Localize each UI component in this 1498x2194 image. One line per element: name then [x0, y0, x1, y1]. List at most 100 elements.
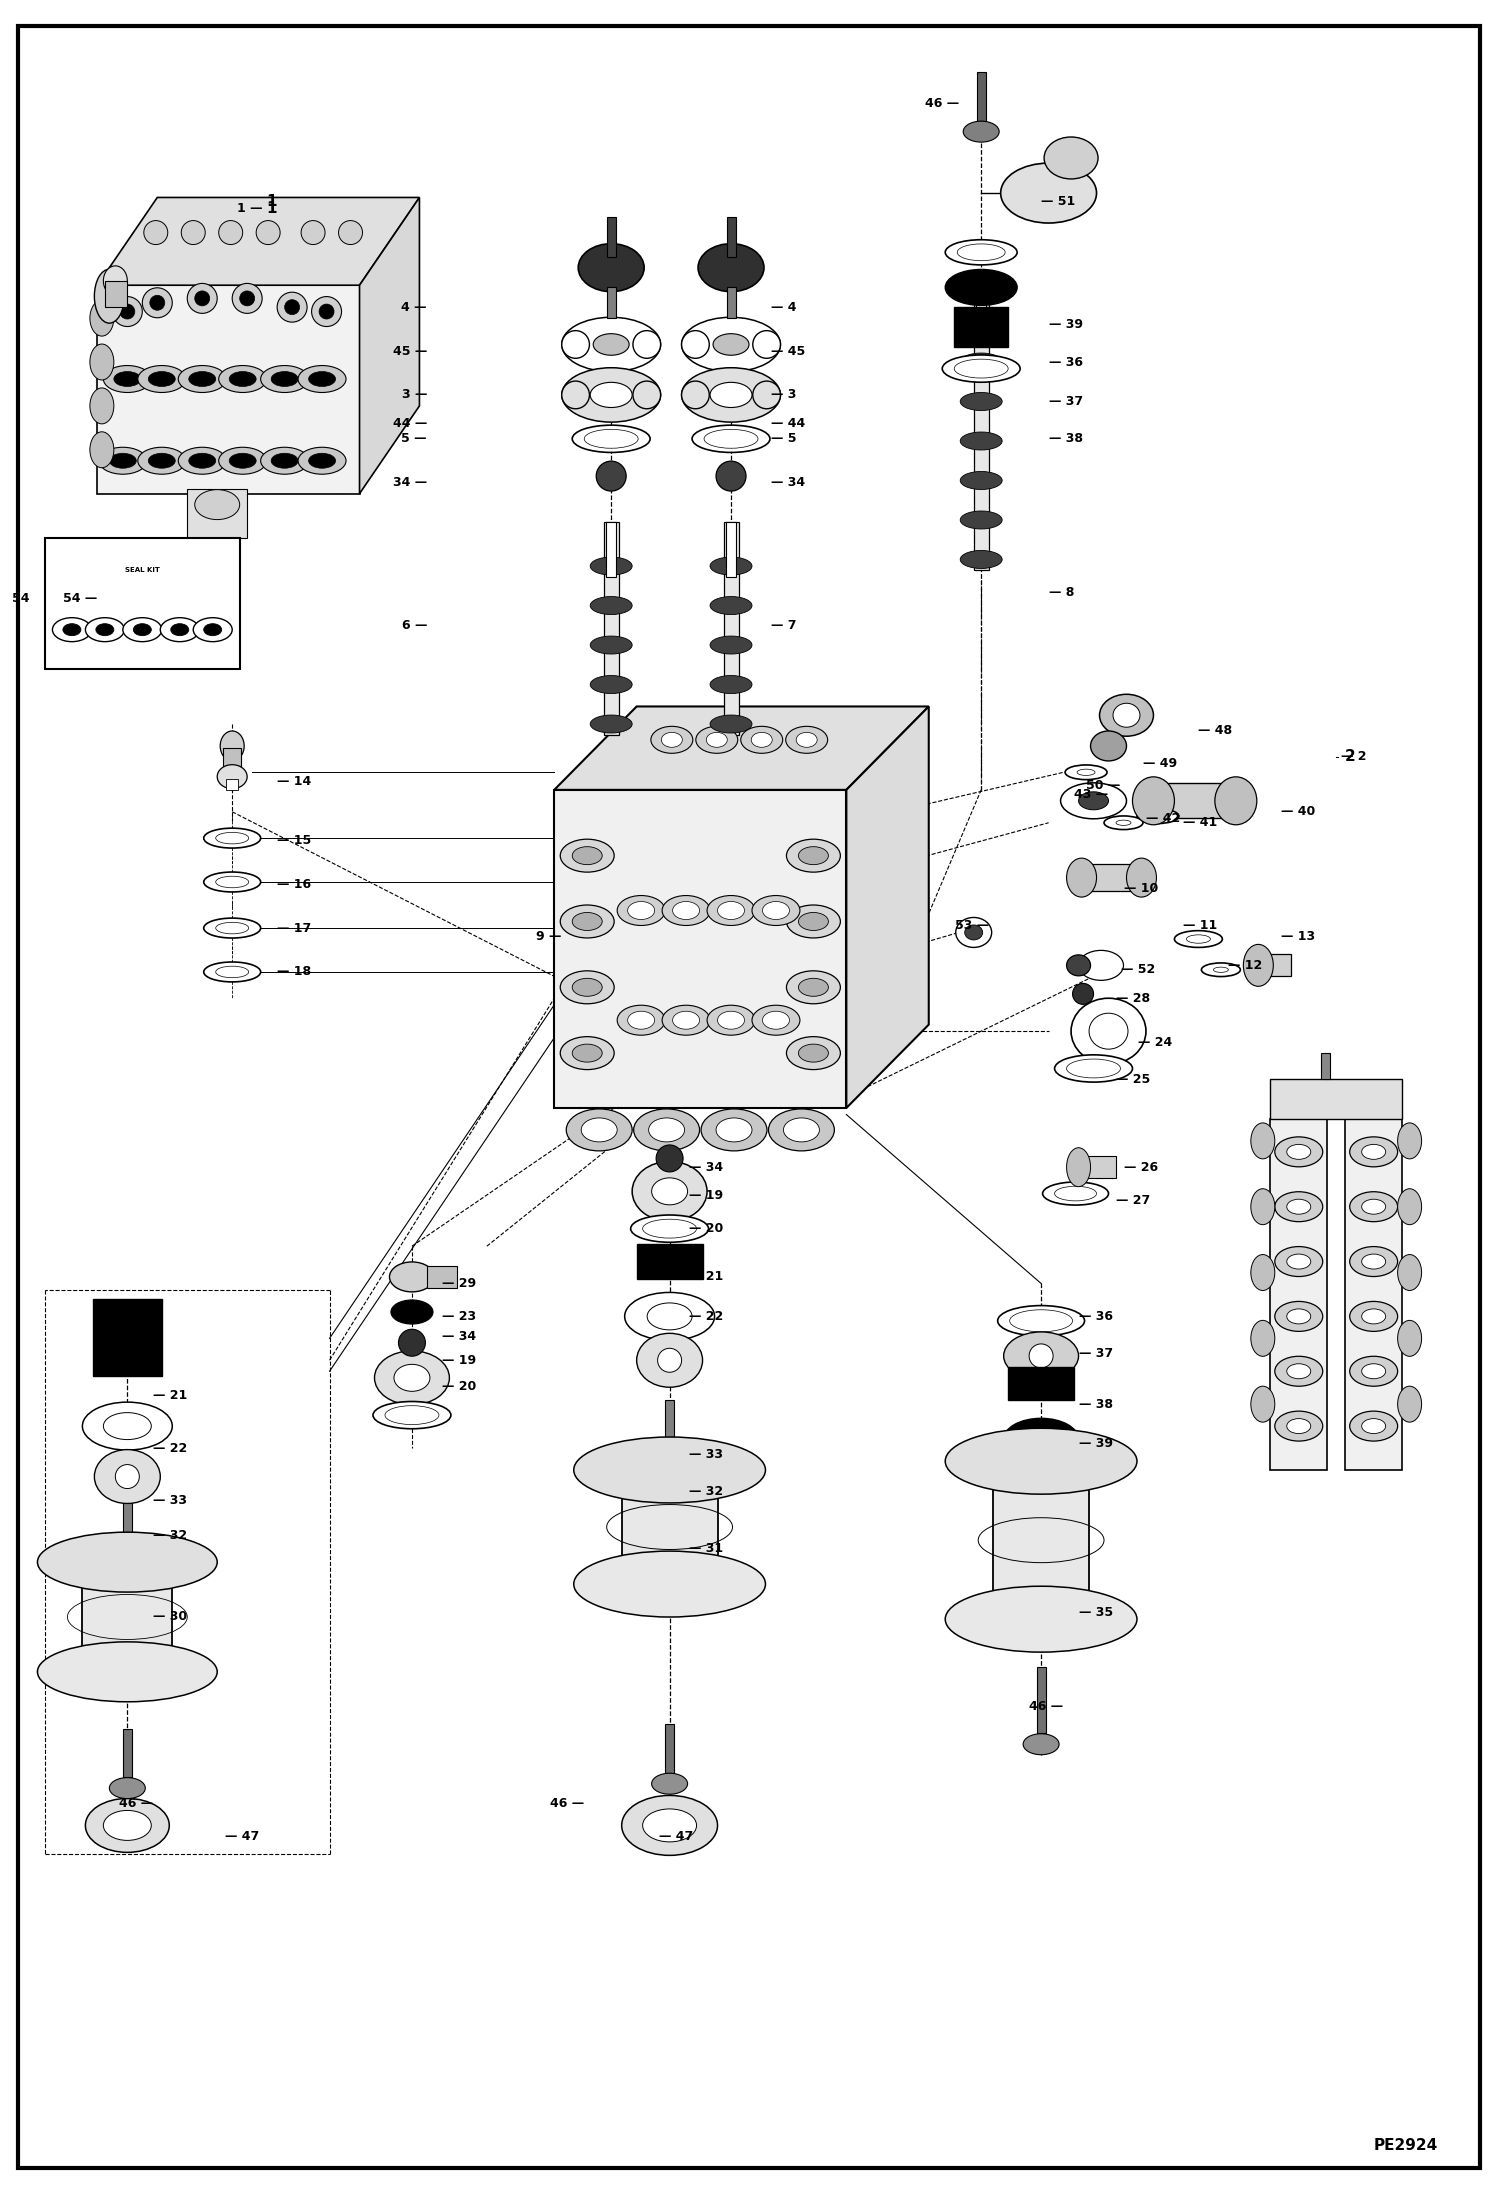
Text: — 38: — 38 — [1079, 1398, 1113, 1411]
Ellipse shape — [1213, 968, 1228, 972]
Ellipse shape — [786, 904, 840, 939]
Text: — 51: — 51 — [1041, 195, 1076, 208]
Ellipse shape — [762, 902, 789, 919]
Ellipse shape — [1137, 810, 1179, 823]
Polygon shape — [846, 706, 929, 1108]
Text: — 4: — 4 — [771, 301, 797, 314]
Ellipse shape — [572, 1044, 602, 1062]
Bar — [427, 1266, 457, 1288]
Ellipse shape — [219, 448, 267, 474]
Text: — 35: — 35 — [1079, 1606, 1113, 1619]
Ellipse shape — [617, 895, 665, 926]
Ellipse shape — [374, 1352, 449, 1404]
Ellipse shape — [398, 1330, 425, 1356]
Ellipse shape — [204, 917, 261, 939]
Ellipse shape — [219, 366, 267, 393]
Ellipse shape — [574, 1437, 765, 1503]
Ellipse shape — [285, 301, 300, 314]
Ellipse shape — [142, 287, 172, 318]
Text: — 21: — 21 — [689, 1270, 724, 1283]
Text: SEAL KIT: SEAL KIT — [124, 568, 160, 573]
Bar — [187, 489, 247, 538]
Text: PE2924: PE2924 — [1374, 2139, 1438, 2152]
Text: — 3: — 3 — [771, 388, 797, 402]
Text: — 20: — 20 — [689, 1222, 724, 1235]
Text: — 22: — 22 — [689, 1310, 724, 1323]
Text: — 41: — 41 — [1183, 816, 1218, 829]
Bar — [665, 1400, 674, 1452]
Ellipse shape — [138, 366, 186, 393]
Text: — 42: — 42 — [1146, 812, 1180, 825]
Text: — 33: — 33 — [689, 1448, 724, 1461]
Text: 46 —: 46 — — [1029, 1700, 1064, 1714]
Text: — 32: — 32 — [153, 1529, 187, 1542]
Ellipse shape — [1362, 1420, 1386, 1433]
Ellipse shape — [1067, 1060, 1121, 1077]
Text: — 49: — 49 — [1143, 757, 1177, 770]
Ellipse shape — [1126, 858, 1156, 897]
Text: — 34: — 34 — [442, 1330, 476, 1343]
Ellipse shape — [1215, 777, 1257, 825]
Text: — 38: — 38 — [1049, 432, 1083, 445]
Ellipse shape — [1001, 162, 1097, 224]
Ellipse shape — [373, 1402, 451, 1428]
Text: — 25: — 25 — [1116, 1073, 1150, 1086]
Ellipse shape — [216, 875, 249, 889]
Text: — 19: — 19 — [689, 1189, 724, 1202]
Ellipse shape — [229, 454, 256, 467]
Ellipse shape — [713, 333, 749, 355]
Ellipse shape — [716, 1119, 752, 1141]
Ellipse shape — [109, 1777, 145, 1799]
Ellipse shape — [1116, 821, 1131, 825]
Text: — 7: — 7 — [771, 619, 797, 632]
Bar — [605, 522, 616, 577]
Ellipse shape — [204, 623, 222, 636]
Ellipse shape — [632, 1161, 707, 1222]
Bar — [622, 1470, 718, 1584]
Bar — [123, 1729, 132, 1777]
Ellipse shape — [189, 371, 216, 386]
Ellipse shape — [1149, 814, 1167, 818]
Text: 4 —: 4 — — [401, 301, 427, 314]
Ellipse shape — [716, 461, 746, 491]
Text: — 31: — 31 — [689, 1542, 724, 1556]
Text: 54 —: 54 — — [63, 592, 97, 606]
Ellipse shape — [596, 461, 626, 491]
Ellipse shape — [634, 331, 661, 358]
Ellipse shape — [593, 333, 629, 355]
Text: — 28: — 28 — [1116, 992, 1150, 1005]
Text: — 23: — 23 — [442, 1310, 476, 1323]
Ellipse shape — [1004, 1417, 1079, 1461]
Ellipse shape — [99, 448, 147, 474]
Text: — 47: — 47 — [659, 1830, 694, 1843]
Bar — [82, 1562, 172, 1672]
Ellipse shape — [261, 366, 309, 393]
Text: — 34: — 34 — [771, 476, 806, 489]
Text: — 47: — 47 — [225, 1830, 259, 1843]
Ellipse shape — [1174, 930, 1222, 948]
Ellipse shape — [752, 895, 800, 926]
Text: 43 —: 43 — — [1074, 788, 1109, 801]
Ellipse shape — [1251, 1255, 1275, 1290]
Ellipse shape — [578, 244, 644, 292]
Ellipse shape — [650, 726, 692, 753]
Polygon shape — [554, 790, 846, 1108]
Ellipse shape — [945, 1428, 1137, 1494]
Ellipse shape — [1071, 998, 1146, 1064]
Ellipse shape — [1251, 1189, 1275, 1224]
Ellipse shape — [960, 393, 1002, 410]
Ellipse shape — [1132, 777, 1174, 825]
Ellipse shape — [114, 371, 141, 386]
Ellipse shape — [298, 448, 346, 474]
Ellipse shape — [240, 292, 255, 305]
Ellipse shape — [945, 270, 1017, 305]
Polygon shape — [360, 197, 419, 494]
Ellipse shape — [682, 318, 780, 371]
Ellipse shape — [204, 871, 261, 893]
Ellipse shape — [662, 895, 710, 926]
Ellipse shape — [797, 733, 818, 748]
Ellipse shape — [90, 432, 114, 467]
Text: — 12: — 12 — [1228, 959, 1263, 972]
Ellipse shape — [277, 292, 307, 323]
Text: — 21: — 21 — [153, 1389, 187, 1402]
